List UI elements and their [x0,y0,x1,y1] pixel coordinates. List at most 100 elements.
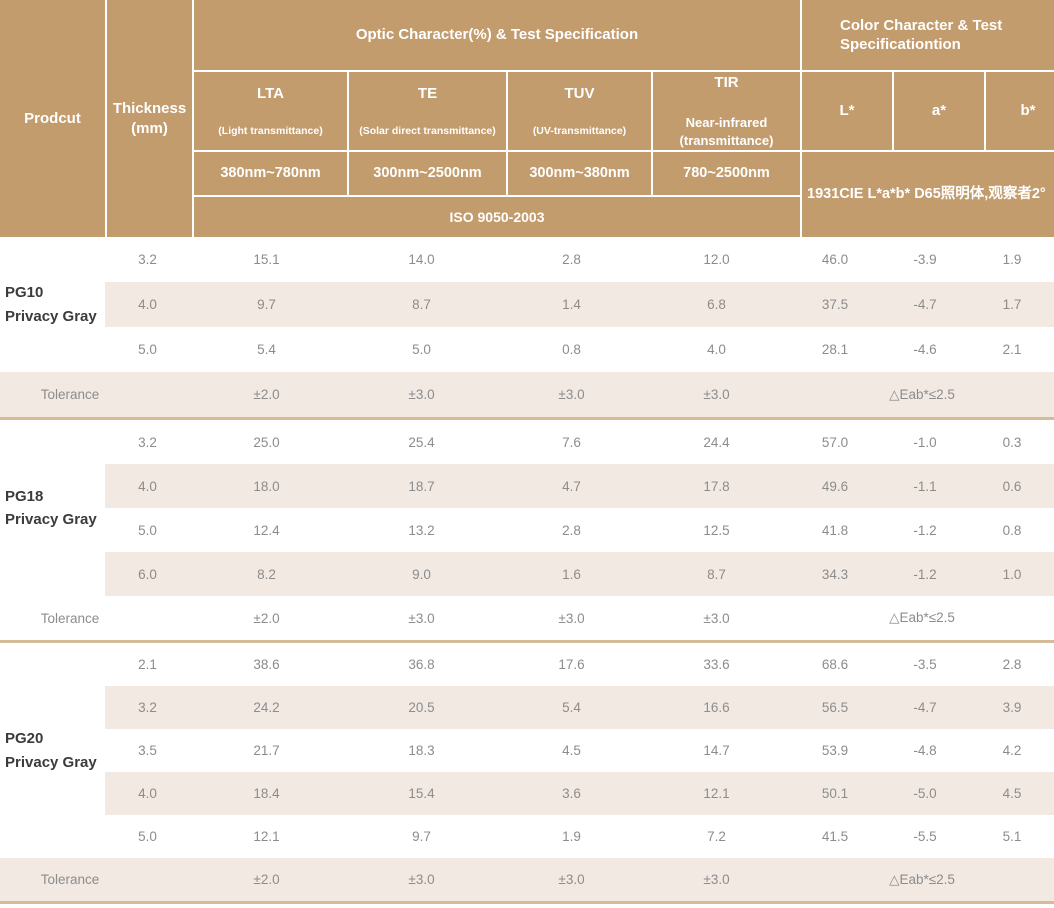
lstar-value: 41.5 [821,829,849,844]
te-value: 13.2 [408,522,435,538]
header-col-tir: TIR Near-infrared (transmittance) [653,72,800,150]
bstar-value: 2.1 [1002,342,1022,357]
astar-value: -1.2 [880,552,970,596]
lstar-value: 37.5 [790,282,880,327]
tir-value: 12.0 [703,252,730,267]
table-row: 6.0 8.2 9.0 1.6 8.7 34.3 -1.2 1.0 [0,552,1054,596]
lta-value: 8.2 [190,552,343,596]
table-row: 3.2 15.1 14.0 2.8 12.0 46.0 -3.9 1.9 [0,237,1054,282]
tuv-value: 1.6 [500,552,643,596]
tuv-value: 3.6 [500,772,643,815]
astar-value: -1.1 [880,464,970,508]
lta-value: 5.4 [257,342,276,357]
thickness-value: 5.0 [138,829,157,844]
tuv-tolerance: ±3.0 [558,610,585,626]
tir-value: 4.0 [707,342,726,357]
table-row: 3.2 25.0 25.4 7.6 24.4 57.0 -1.0 0.3 [0,420,1054,464]
header-col-astar: a* [894,72,984,150]
lta-range: 380nm~780nm [194,152,347,195]
tir-value: 14.7 [703,743,730,758]
te-value: 25.4 [408,434,435,450]
astar-value: -3.9 [913,252,937,267]
tuv-value: 0.8 [562,342,581,357]
lstar-value: 28.1 [821,342,849,357]
tolerance-label: Tolerance [0,372,190,417]
lstar-value: 53.9 [821,743,849,758]
astar-value: -4.6 [913,342,937,357]
te-value: 5.0 [412,342,431,357]
section-pg10: 3.2 15.1 14.0 2.8 12.0 46.0 -3.9 1.9 4.0… [0,237,1054,417]
lta-value: 12.4 [253,522,280,538]
section-divider [0,640,1054,643]
astar-value: -1.0 [913,434,937,450]
lstar-value: 50.1 [790,772,880,815]
lta-value: 12.1 [253,829,280,844]
thickness-value: 4.0 [105,772,190,815]
lstar-value: 41.8 [821,522,849,538]
thickness-value: 3.2 [105,686,190,729]
table-row: 3.5 21.7 18.3 4.5 14.7 53.9 -4.8 4.2 [0,729,1054,772]
bstar-value: 2.8 [1002,657,1022,672]
tuv-value: 2.8 [562,252,581,267]
bstar-value: 3.9 [970,686,1054,729]
header-col-lta: LTA (Light transmittance) [194,72,347,150]
table-row: 5.0 12.4 13.2 2.8 12.5 41.8 -1.2 0.8 [0,508,1054,552]
te-tolerance: ±3.0 [408,610,435,626]
tuv-value: 4.7 [500,464,643,508]
lstar-value: 34.3 [790,552,880,596]
table-row: 4.0 9.7 8.7 1.4 6.8 37.5 -4.7 1.7 [0,282,1054,327]
te-tolerance: ±3.0 [343,858,500,901]
te-value: 20.5 [343,686,500,729]
bstar-value: 0.6 [970,464,1054,508]
bstar-value: 0.8 [1002,522,1022,538]
table-row: 4.0 18.0 18.7 4.7 17.8 49.6 -1.1 0.6 [0,464,1054,508]
thickness-value: 3.5 [138,743,157,758]
te-value: 18.3 [408,743,435,758]
lta-value: 18.4 [190,772,343,815]
lta-desc: (Light transmittance) [218,124,323,137]
bstar-value: 1.7 [970,282,1054,327]
tuv-value: 7.6 [562,434,581,450]
tuv-value: 1.9 [562,829,581,844]
thickness-value: 5.0 [138,342,157,357]
te-value: 14.0 [408,252,435,267]
section-divider [0,417,1054,420]
tolerance-row: Tolerance ±2.0 ±3.0 ±3.0 ±3.0 △Eab*≤2.5 [0,372,1054,417]
cie-standard: 1931CIE L*a*b* D65照明体,观察者2° [802,152,1054,237]
lta-value: 21.7 [253,743,280,758]
tir-value: 8.7 [643,552,790,596]
astar-value: -1.2 [913,522,937,538]
lstar-value: 57.0 [821,434,849,450]
table-header: Prodcut Thickness (mm) Optic Character(%… [0,0,1054,237]
lta-abbr: LTA [257,84,284,102]
bstar-value: 1.9 [1002,252,1022,267]
astar-value: -3.5 [913,657,937,672]
header-color-banner: Color Character & Test Specificationtion [802,0,1054,70]
header-col-bstar: b* [986,72,1054,150]
product-name-pg10: PG10 Privacy Gray [5,284,97,325]
tuv-value: 2.8 [562,522,581,538]
thickness-value: 2.1 [138,657,157,672]
table-row: 5.0 12.1 9.7 1.9 7.2 41.5 -5.5 5.1 [0,815,1054,858]
thickness-value: 6.0 [105,552,190,596]
tuv-value: 5.4 [500,686,643,729]
tir-value: 12.1 [643,772,790,815]
te-value: 15.4 [343,772,500,815]
tuv-range: 300nm~380nm [508,152,651,195]
lta-tolerance: ±2.0 [190,372,343,417]
iso-standard: ISO 9050-2003 [194,197,800,237]
bstar-value: 4.5 [970,772,1054,815]
lta-value: 24.2 [190,686,343,729]
astar-value: -4.8 [913,743,937,758]
lstar-value: 68.6 [821,657,849,672]
header-optic-banner: Optic Character(%) & Test Specification [194,0,800,70]
tuv-tolerance: ±3.0 [500,372,643,417]
te-tolerance: ±3.0 [343,372,500,417]
tir-value: 33.6 [703,657,730,672]
tolerance-label: Tolerance [40,610,100,626]
lstar-value: 56.5 [790,686,880,729]
tolerance-row: Tolerance ±2.0 ±3.0 ±3.0 ±3.0 △Eab*≤2.5 [0,858,1054,901]
tir-value: 17.8 [643,464,790,508]
tir-range: 780~2500nm [653,152,800,195]
